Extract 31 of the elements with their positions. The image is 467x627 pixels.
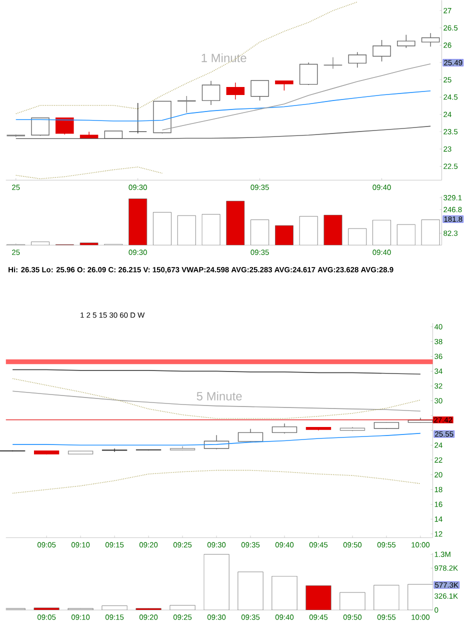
- candlestick: [372, 40, 392, 62]
- bar: [397, 224, 416, 246]
- candlestick: [324, 56, 342, 70]
- candlestick: [348, 52, 367, 68]
- candlestick: [250, 80, 270, 101]
- bar: [170, 605, 196, 610]
- bar: [204, 554, 230, 610]
- candlestick: [31, 118, 50, 136]
- bar: [80, 242, 98, 246]
- candlestick: [178, 96, 196, 114]
- text: 5 Minute: [196, 392, 242, 400]
- bar: [102, 606, 128, 610]
- bar: [272, 576, 298, 610]
- bar: [202, 214, 220, 246]
- line-series: [12, 390, 421, 412]
- line-series: [16, 90, 432, 122]
- candlestick: [202, 80, 220, 106]
- bar: [299, 216, 318, 246]
- candlestick: [102, 448, 128, 452]
- bar: [408, 584, 433, 610]
- candlestick: [128, 102, 148, 134]
- line-series: [12, 470, 421, 494]
- bar: [226, 200, 245, 246]
- candlestick: [422, 32, 440, 47]
- bar: [372, 220, 392, 246]
- bar: [153, 212, 172, 246]
- candlestick: [226, 82, 245, 100]
- candlestick: [300, 62, 318, 86]
- bar: [275, 225, 294, 246]
- candlestick: [397, 34, 416, 48]
- candlestick: [56, 118, 74, 135]
